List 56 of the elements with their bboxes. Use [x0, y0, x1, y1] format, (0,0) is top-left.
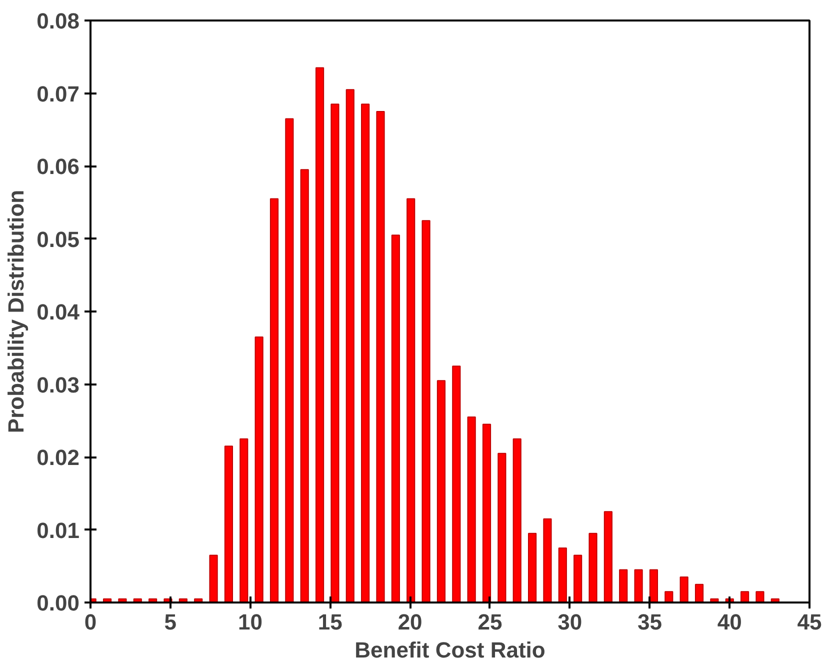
x-tick-label: 10: [238, 610, 263, 634]
bar: [740, 591, 750, 602]
bar: [436, 380, 446, 602]
bar: [558, 547, 567, 602]
x-tick-label: 40: [717, 610, 742, 634]
x-tick-label: 35: [637, 610, 662, 634]
y-tick-label: 0.04: [36, 300, 80, 324]
y-tick-label: 0.07: [36, 81, 80, 106]
bar: [285, 118, 294, 602]
x-tick-label: 30: [558, 610, 582, 634]
bar: [664, 591, 674, 602]
bar: [330, 104, 340, 602]
y-tick-label: 0.05: [36, 226, 80, 252]
bar: [406, 198, 416, 602]
x-tick-label: 0: [84, 610, 97, 634]
x-tick-label: 15: [318, 610, 342, 634]
x-axis-title: Benefit Cost Ratio: [354, 638, 546, 662]
bar: [240, 438, 248, 602]
x-tick-label: 25: [478, 610, 502, 634]
bar: [680, 576, 688, 602]
x-tick-label: 45: [797, 610, 822, 634]
bar: [543, 518, 552, 602]
bar: [422, 220, 430, 602]
y-tick-label: 0.06: [36, 154, 80, 179]
bar: [300, 169, 309, 602]
bar: [498, 452, 506, 602]
bar: [315, 67, 324, 602]
y-tick-label: 0.00: [36, 590, 80, 616]
x-tick-label: 5: [164, 610, 177, 634]
bar: [574, 554, 582, 602]
bar: [361, 104, 370, 602]
bar: [346, 89, 354, 602]
bar: [270, 198, 279, 602]
bar: [512, 438, 522, 602]
bar: [588, 532, 598, 602]
bar: [391, 234, 400, 602]
bar: [649, 569, 658, 602]
x-tick-label: 20: [398, 610, 422, 634]
bar: [376, 110, 385, 602]
bar: [694, 584, 704, 602]
bar: [482, 424, 492, 602]
y-tick-label: 0.03: [36, 372, 80, 398]
y-axis-title: Probability Distribution: [4, 190, 29, 434]
bar: [634, 569, 643, 602]
bar: [224, 446, 234, 602]
bar: [528, 532, 537, 602]
bar: [619, 569, 628, 602]
bar: [467, 416, 476, 602]
y-tick-label: 0.02: [36, 445, 80, 470]
bar: [254, 336, 264, 602]
y-tick-label: 0.01: [36, 518, 80, 543]
bar: [452, 366, 461, 602]
bar: [604, 511, 612, 602]
bar: [209, 554, 218, 602]
bar: [756, 591, 764, 602]
y-tick-label: 0.08: [36, 8, 80, 34]
